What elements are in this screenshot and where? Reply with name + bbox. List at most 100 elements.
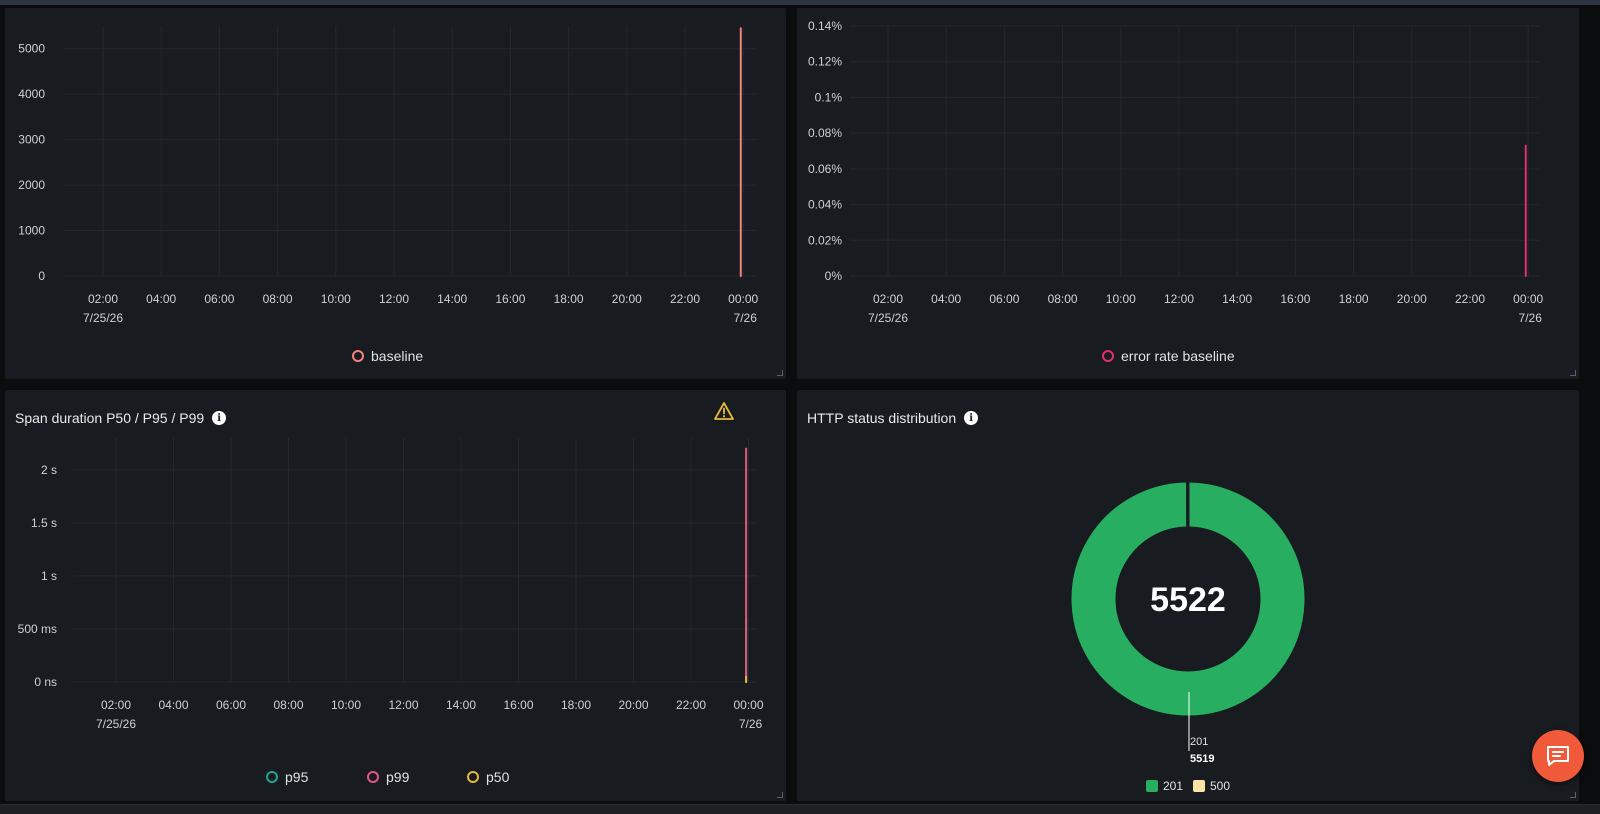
legend-marker <box>367 771 379 783</box>
legend-label-error-rate-baseline: error rate baseline <box>1121 348 1235 364</box>
x-tick-label: 00:00 <box>733 698 763 712</box>
y-tick-label: 1000 <box>18 224 45 238</box>
x-tick-sublabel: 7/26 <box>734 311 758 325</box>
y-tick-label: 4000 <box>18 87 45 101</box>
x-tick-sublabel: 7/25/26 <box>83 311 123 325</box>
x-tick-label: 16:00 <box>503 698 533 712</box>
x-tick-label: 10:00 <box>321 292 351 306</box>
legend-label-p99: p99 <box>386 769 410 785</box>
donut-total: 5522 <box>1150 581 1226 619</box>
http-status-panel: HTTP status distribution i 5522 201 5519 2… <box>797 390 1579 801</box>
x-tick-label: 18:00 <box>554 292 584 306</box>
x-tick-label: 20:00 <box>1397 292 1427 306</box>
span-duration-chart: 0 ns 500 ms 1 s 1.5 s 2 s 02:00 7/25/26 04:00 06… <box>18 438 764 731</box>
legend-swatch <box>1146 780 1158 792</box>
x-tick-label: 22:00 <box>670 292 700 306</box>
requests-legend[interactable]: baseline <box>352 348 423 364</box>
x-tick-label: 04:00 <box>158 698 188 712</box>
x-tick-label: 20:00 <box>618 698 648 712</box>
warning-icon[interactable] <box>714 402 734 420</box>
legend-label-201: 201 <box>1163 779 1184 793</box>
span-legend-p95[interactable]: p95 <box>266 769 308 785</box>
x-tick-label: 08:00 <box>1048 292 1078 306</box>
info-icon[interactable]: i <box>964 411 979 425</box>
slice-label-value: 5519 <box>1190 753 1214 765</box>
legend-marker <box>467 771 479 783</box>
y-tick-label: 3000 <box>18 133 45 147</box>
x-tick-sublabel: 7/26 <box>1519 311 1543 325</box>
x-tick-label: 08:00 <box>263 292 293 306</box>
y-tick-label: 2 s <box>41 463 57 477</box>
y-tick-label: 500 ms <box>18 622 57 636</box>
y-tick-label: 0.04% <box>808 198 842 212</box>
x-tick-label: 16:00 <box>495 292 525 306</box>
top-bar <box>0 0 1600 5</box>
x-tick-label: 18:00 <box>561 698 591 712</box>
legend-marker <box>352 350 364 362</box>
http-status-title: HTTP status distribution <box>807 410 957 426</box>
x-tick-label: 06:00 <box>216 698 246 712</box>
y-tick-label: 0.14% <box>808 19 842 33</box>
y-tick-label: 5000 <box>18 42 45 56</box>
span-legend-p50[interactable]: p50 <box>467 769 509 785</box>
http-status-donut[interactable]: 5522 201 5519 <box>797 390 1579 801</box>
x-tick-label: 02:00 <box>873 292 903 306</box>
y-tick-label: 0.02% <box>808 233 842 247</box>
bottom-bar <box>0 804 1600 814</box>
y-tick-label: 0 <box>38 269 45 283</box>
info-icon[interactable]: i <box>212 411 227 425</box>
chat-icon <box>1547 746 1569 766</box>
legend-swatch <box>1193 780 1205 792</box>
y-tick-label: 2000 <box>18 178 45 192</box>
x-tick-label: 20:00 <box>612 292 642 306</box>
span-duration-panel: Span duration P50 / P95 / P99 i 0 ns 500 … <box>5 390 786 801</box>
x-tick-label: 18:00 <box>1339 292 1369 306</box>
y-tick-label: 0% <box>825 269 843 283</box>
panel-title[interactable]: Span duration P50 / P95 / P99 i <box>15 410 227 426</box>
legend-label-baseline: baseline <box>371 348 424 364</box>
requests-chart: 0 1000 2000 3000 4000 5000 02:00 7/25/26 04:00 06… <box>18 26 759 325</box>
x-tick-label: 12:00 <box>379 292 409 306</box>
x-tick-label: 00:00 <box>1513 292 1543 306</box>
x-tick-sublabel: 7/26 <box>739 717 763 731</box>
x-tick-sublabel: 7/25/26 <box>96 717 136 731</box>
x-tick-label: 00:00 <box>728 292 758 306</box>
panel-title[interactable]: HTTP status distribution i <box>807 410 979 426</box>
span-duration-title: Span duration P50 / P95 / P99 <box>15 410 205 426</box>
chat-button[interactable] <box>1532 730 1584 782</box>
y-tick-label: 1.5 s <box>31 516 57 530</box>
http-status-legend-500[interactable]: 500 <box>1193 779 1230 793</box>
resize-handle[interactable] <box>1570 792 1576 798</box>
y-tick-label: 0 ns <box>34 675 57 689</box>
x-tick-label: 22:00 <box>676 698 706 712</box>
x-tick-label: 12:00 <box>1164 292 1194 306</box>
x-tick-label: 06:00 <box>204 292 234 306</box>
http-status-legend-201[interactable]: 201 <box>1146 779 1183 793</box>
x-tick-label: 16:00 <box>1280 292 1310 306</box>
x-tick-label: 22:00 <box>1455 292 1485 306</box>
resize-handle[interactable] <box>777 792 783 798</box>
y-tick-label: 0.06% <box>808 162 842 176</box>
span-legend-p99[interactable]: p99 <box>367 769 409 785</box>
x-tick-label: 02:00 <box>88 292 118 306</box>
requests-panel: 0 1000 2000 3000 4000 5000 02:00 7/25/26 04:00 06… <box>5 8 786 379</box>
x-tick-label: 12:00 <box>388 698 418 712</box>
x-tick-label: 04:00 <box>931 292 961 306</box>
x-tick-label: 14:00 <box>446 698 476 712</box>
legend-label-p50: p50 <box>486 769 510 785</box>
x-tick-label: 10:00 <box>1106 292 1136 306</box>
y-tick-label: 1 s <box>41 569 57 583</box>
error-rate-panel: 0% 0.02% 0.04% 0.06% 0.08% 0.1% 0.12% 0.14% 02:0… <box>797 8 1579 379</box>
x-tick-label: 14:00 <box>1222 292 1252 306</box>
x-tick-label: 08:00 <box>273 698 303 712</box>
legend-marker <box>1102 350 1114 362</box>
y-tick-label: 0.08% <box>808 126 842 140</box>
x-tick-label: 02:00 <box>101 698 131 712</box>
resize-handle[interactable] <box>777 370 783 376</box>
error-rate-legend[interactable]: error rate baseline <box>1102 348 1235 364</box>
legend-label-500: 500 <box>1210 779 1231 793</box>
x-tick-label: 14:00 <box>437 292 467 306</box>
y-tick-label: 0.12% <box>808 55 842 69</box>
resize-handle[interactable] <box>1570 370 1576 376</box>
x-tick-sublabel: 7/25/26 <box>868 311 908 325</box>
